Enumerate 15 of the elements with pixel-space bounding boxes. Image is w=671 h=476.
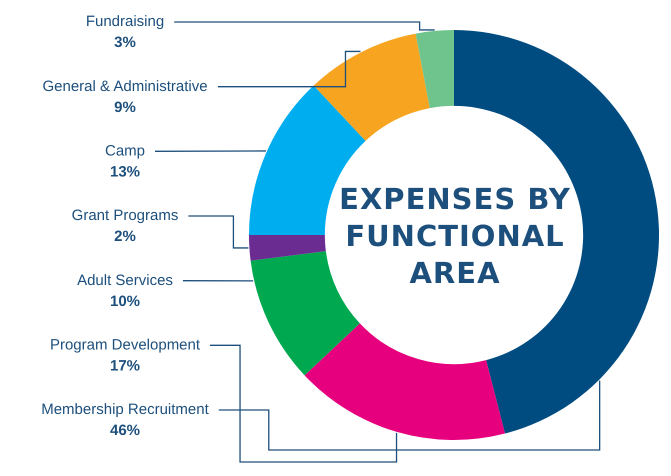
data-label: 9%: [114, 98, 136, 116]
data-label: 3%: [114, 34, 136, 52]
slice-label: General & Administrative: [42, 78, 208, 95]
slice-label: Grant Programs: [72, 207, 178, 224]
data-label: 13%: [110, 163, 140, 180]
data-label: 2%: [114, 228, 136, 246]
slice-label: Camp: [104, 142, 146, 160]
data-label: 46%: [110, 422, 140, 440]
slice-label: Adult Services: [77, 272, 173, 289]
slice-label: Fundraising: [86, 13, 164, 30]
text: EXPENSES BY FUNCTIONAL AREA: [338, 180, 572, 292]
slice-label: Program Development: [50, 336, 201, 354]
data-label: 10%: [110, 292, 140, 310]
data-label: 17%: [110, 357, 140, 374]
slice-label: Membership Recruitment: [41, 401, 210, 418]
